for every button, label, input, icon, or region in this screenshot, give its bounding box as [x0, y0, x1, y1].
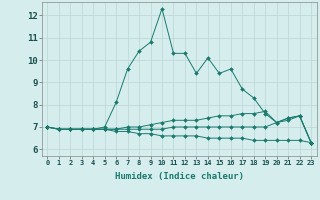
X-axis label: Humidex (Indice chaleur): Humidex (Indice chaleur) — [115, 172, 244, 181]
